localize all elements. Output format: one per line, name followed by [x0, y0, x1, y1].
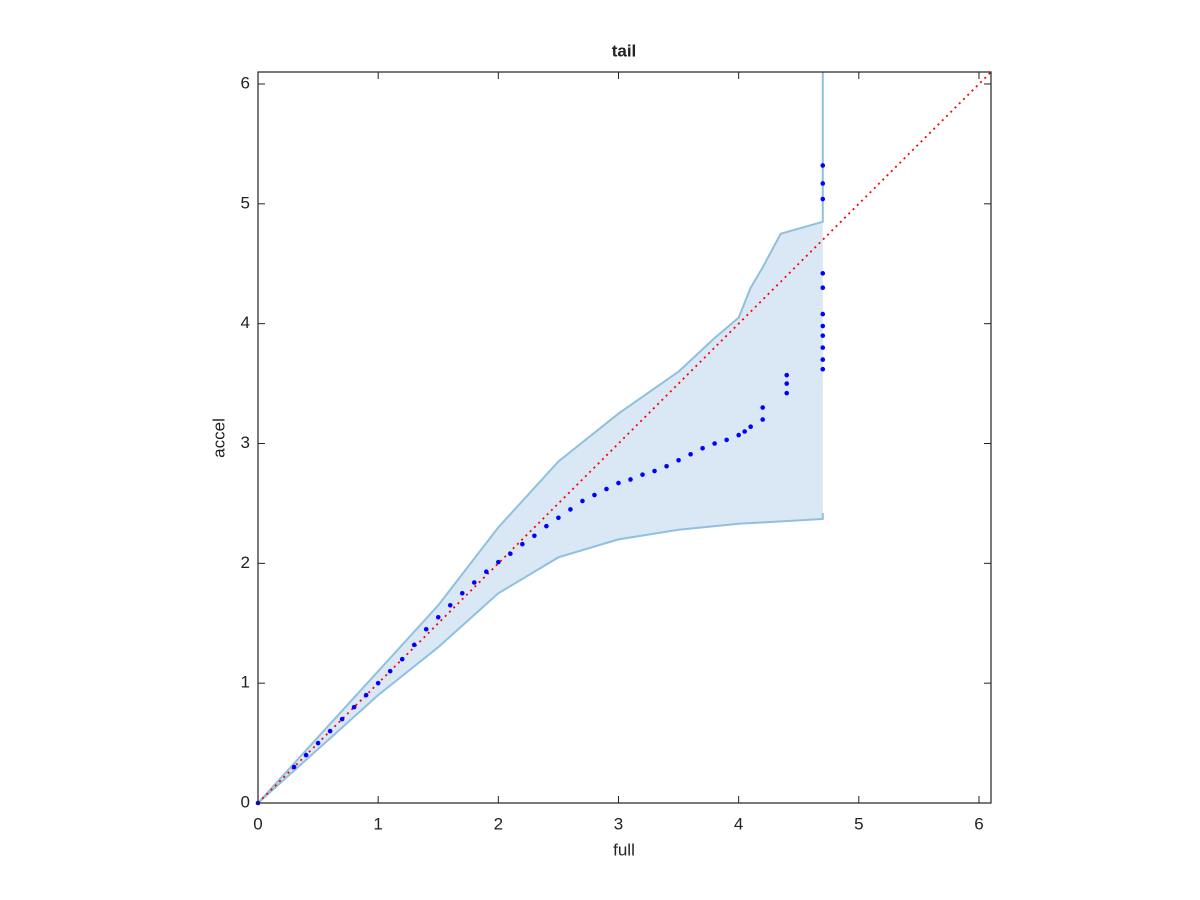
point — [556, 515, 561, 521]
point — [820, 357, 826, 362]
x-tick-label: 5 — [854, 814, 863, 833]
point — [664, 463, 669, 469]
x-axis-label: full — [613, 840, 635, 859]
x-tick-label: 6 — [974, 814, 983, 833]
point — [423, 626, 429, 632]
point — [760, 405, 765, 410]
point — [820, 163, 826, 168]
y-tick-label: 4 — [241, 313, 250, 332]
x-tick-label: 2 — [494, 814, 503, 833]
point — [363, 692, 369, 698]
point — [459, 590, 465, 596]
point — [820, 181, 826, 186]
point — [435, 614, 441, 620]
point — [820, 323, 826, 329]
point — [688, 451, 693, 457]
point — [784, 390, 790, 396]
y-tick-label: 6 — [241, 73, 250, 92]
plot-frame — [257, 71, 992, 804]
y-tick-label: 3 — [241, 433, 250, 452]
y-tick-label: 1 — [241, 673, 250, 692]
point — [387, 668, 393, 674]
band-upper — [257, 72, 824, 804]
point — [736, 432, 741, 438]
point — [592, 492, 597, 498]
x-tick-label: 0 — [253, 814, 262, 833]
point — [760, 417, 765, 422]
point — [520, 541, 525, 547]
point — [784, 381, 790, 386]
point — [351, 704, 357, 710]
y-tick-label: 2 — [241, 553, 250, 572]
point — [820, 333, 826, 338]
y-axis-label: accel — [209, 418, 228, 458]
point — [820, 196, 826, 202]
point — [568, 507, 573, 512]
point — [784, 372, 790, 378]
point — [399, 656, 405, 662]
point — [616, 480, 621, 486]
point — [820, 271, 826, 276]
y-tick-label: 0 — [241, 792, 250, 811]
point — [471, 580, 477, 585]
point — [544, 523, 549, 529]
point — [496, 559, 501, 565]
point — [742, 429, 747, 434]
x-tick-label: 3 — [614, 814, 623, 833]
point — [700, 445, 705, 451]
point — [303, 752, 309, 758]
y-tick-label: 5 — [241, 193, 250, 212]
point — [315, 740, 321, 746]
point — [652, 468, 657, 474]
x-tick-label: 1 — [373, 814, 382, 833]
point — [820, 345, 826, 350]
reference-line — [257, 71, 992, 804]
point — [748, 424, 753, 430]
point — [628, 477, 633, 482]
point — [724, 437, 729, 443]
point — [820, 285, 826, 291]
confidence-band — [258, 72, 823, 803]
point — [411, 642, 417, 648]
point — [820, 366, 826, 372]
point — [327, 728, 333, 734]
point — [604, 486, 609, 492]
point — [676, 457, 681, 463]
point — [447, 602, 453, 608]
chart-title: tail — [612, 41, 637, 60]
point — [712, 441, 717, 446]
point — [508, 551, 513, 557]
x-tick-label: 4 — [734, 814, 743, 833]
point — [820, 311, 826, 317]
point — [291, 764, 297, 770]
point — [339, 716, 345, 722]
point — [580, 498, 585, 504]
band-lower — [257, 512, 824, 804]
point — [640, 472, 645, 477]
point — [532, 533, 537, 539]
point — [375, 680, 381, 686]
point — [484, 569, 489, 575]
